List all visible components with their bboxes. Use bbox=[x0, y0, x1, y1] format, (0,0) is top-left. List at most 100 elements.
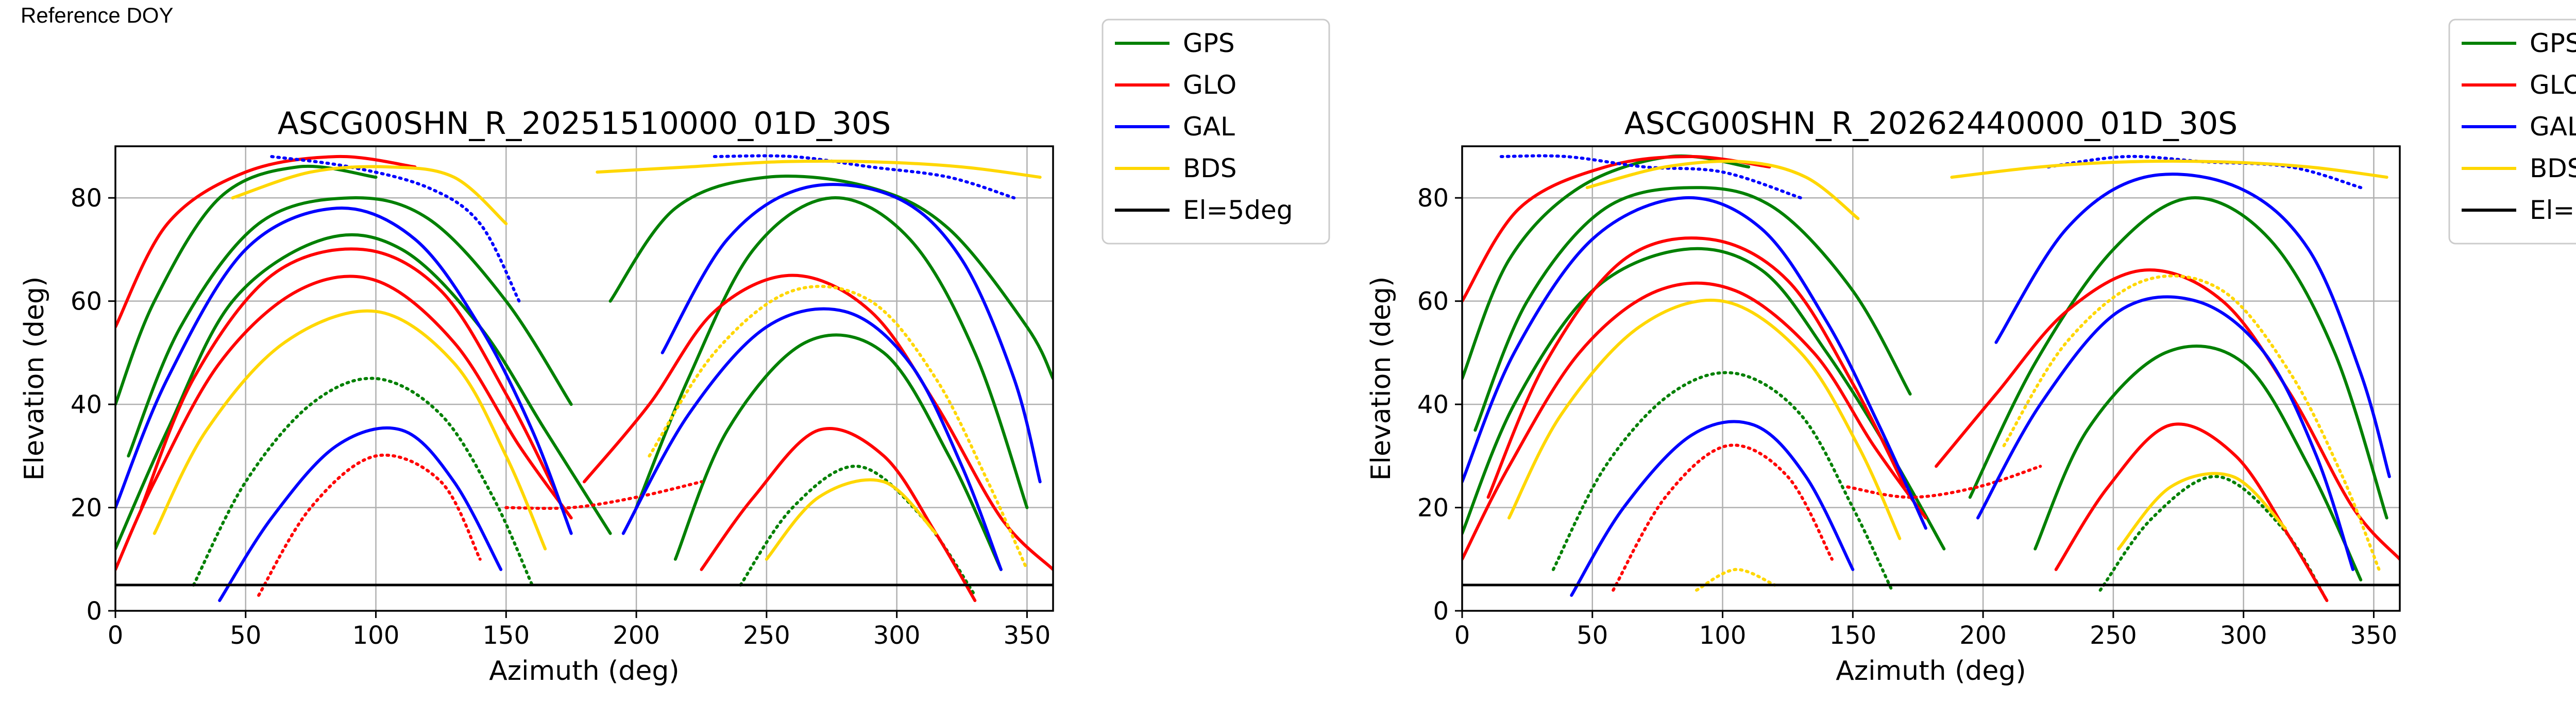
track-gal bbox=[1994, 173, 2391, 478]
track-gal bbox=[713, 154, 1016, 200]
track-gal bbox=[621, 307, 1003, 571]
track-gps bbox=[115, 164, 378, 406]
axes-frame bbox=[1461, 145, 2401, 612]
y-tick-label: 20 bbox=[71, 494, 102, 523]
x-tick-label: 0 bbox=[1454, 621, 1470, 650]
x-tick-label: 50 bbox=[1577, 621, 1608, 650]
legend-label: GAL bbox=[2530, 112, 2576, 142]
track-gps bbox=[1462, 247, 1946, 551]
track-glo bbox=[257, 453, 482, 597]
y-axis-label: Elevation (deg) bbox=[19, 277, 50, 481]
track-glo bbox=[504, 480, 703, 510]
track-bds bbox=[1695, 568, 1776, 592]
legend: GPS GLO GAL BDS El=5deg bbox=[2448, 19, 2576, 245]
y-tick-label: 20 bbox=[1417, 494, 1449, 523]
track-gal bbox=[660, 183, 1042, 484]
track-gal bbox=[1976, 295, 2354, 571]
chart-panel-right: 0 50 100 150 200 250 300 350 0 20 40 60 80 ASCG00SHN_… bbox=[1366, 19, 2576, 687]
track-bds bbox=[1507, 298, 1902, 540]
y-tick-label: 40 bbox=[71, 390, 102, 419]
y-tick-label: 0 bbox=[1433, 597, 1449, 626]
y-tick-label: 0 bbox=[86, 597, 102, 626]
track-gps bbox=[1968, 196, 2388, 520]
track-gps bbox=[635, 196, 1029, 509]
track-gps bbox=[739, 465, 977, 597]
x-tick-label: 100 bbox=[352, 621, 400, 650]
track-gps bbox=[1473, 186, 1912, 432]
track-gps bbox=[115, 233, 612, 551]
plot-area bbox=[1462, 154, 2400, 602]
y-tick-label: 80 bbox=[71, 184, 102, 213]
legend-frame bbox=[1101, 19, 1330, 245]
axes-frame bbox=[114, 145, 1054, 612]
track-gps bbox=[2033, 345, 2363, 581]
x-tick-label: 150 bbox=[483, 621, 530, 650]
track-bds bbox=[231, 165, 508, 226]
legend-label: BDS bbox=[1183, 153, 1237, 183]
track-bds bbox=[2002, 274, 2381, 571]
legend-label: GPS bbox=[1183, 28, 1235, 58]
track-glo bbox=[1612, 443, 1834, 592]
track-glo bbox=[140, 247, 560, 509]
track-bds bbox=[596, 159, 1042, 179]
x-tick-label: 100 bbox=[1699, 621, 1747, 650]
chart-panel-left: 0 50 100 150 200 250 300 350 0 20 40 60 80 ASCG00SHN_… bbox=[19, 19, 1330, 687]
track-bds bbox=[1585, 160, 1860, 220]
legend-label: El=5deg bbox=[1183, 195, 1293, 225]
legend: GPS GLO GAL BDS El=5deg bbox=[1101, 19, 1330, 245]
x-axis-label: Azimuth (deg) bbox=[1836, 656, 2026, 687]
track-gal bbox=[270, 155, 521, 303]
x-tick-label: 300 bbox=[2220, 621, 2267, 650]
track-glo bbox=[1486, 236, 1907, 499]
track-glo bbox=[1462, 281, 1927, 561]
track-gps bbox=[192, 376, 534, 587]
y-tick-label: 60 bbox=[1417, 287, 1449, 316]
track-bds bbox=[2117, 472, 2287, 551]
legend-label: GLO bbox=[2530, 70, 2576, 100]
chart-title: ASCG00SHN_R_20251510000_01D_30S bbox=[278, 106, 891, 142]
track-gal bbox=[1499, 154, 1803, 200]
track-bds bbox=[648, 285, 1029, 571]
x-tick-label: 200 bbox=[613, 621, 660, 650]
x-tick-label: 250 bbox=[2090, 621, 2137, 650]
x-tick-label: 200 bbox=[1959, 621, 2007, 650]
x-tick-label: 50 bbox=[230, 621, 261, 650]
track-gal bbox=[1570, 420, 1855, 597]
track-bds bbox=[765, 478, 938, 561]
x-tick-label: 350 bbox=[1004, 621, 1051, 650]
legend-label: GAL bbox=[1183, 112, 1235, 142]
y-tick-label: 60 bbox=[71, 287, 102, 316]
track-bds bbox=[152, 309, 547, 551]
plot-area bbox=[115, 154, 1053, 602]
x-tick-label: 150 bbox=[1829, 621, 1877, 650]
y-tick-label: 80 bbox=[1417, 184, 1449, 213]
track-glo bbox=[1462, 155, 1771, 303]
track-glo bbox=[2054, 422, 2329, 602]
legend-label: BDS bbox=[2530, 153, 2576, 183]
legend-frame bbox=[2448, 19, 2576, 245]
x-tick-label: 350 bbox=[2350, 621, 2398, 650]
track-gps bbox=[127, 196, 573, 458]
track-glo bbox=[1935, 268, 2400, 561]
track-gps bbox=[673, 333, 1003, 571]
track-gps bbox=[2098, 475, 2329, 602]
x-tick-label: 250 bbox=[743, 621, 790, 650]
track-glo bbox=[700, 426, 977, 602]
track-gal bbox=[115, 207, 573, 535]
figure-corner-label: Reference DOY bbox=[21, 3, 174, 27]
legend-label: GPS bbox=[2530, 28, 2576, 58]
track-glo bbox=[583, 273, 1053, 571]
track-glo bbox=[115, 155, 417, 329]
track-gal bbox=[1462, 196, 1927, 530]
y-tick-label: 40 bbox=[1417, 390, 1449, 419]
track-gal bbox=[218, 426, 503, 602]
track-gps bbox=[1551, 371, 1894, 592]
track-bds bbox=[1950, 159, 2388, 179]
y-axis-label: Elevation (deg) bbox=[1366, 277, 1397, 481]
legend-label: GLO bbox=[1183, 70, 1236, 100]
chart-title: ASCG00SHN_R_20262440000_01D_30S bbox=[1624, 106, 2238, 142]
x-tick-label: 0 bbox=[108, 621, 124, 650]
track-glo bbox=[1846, 465, 2042, 499]
track-gps bbox=[608, 175, 1053, 380]
